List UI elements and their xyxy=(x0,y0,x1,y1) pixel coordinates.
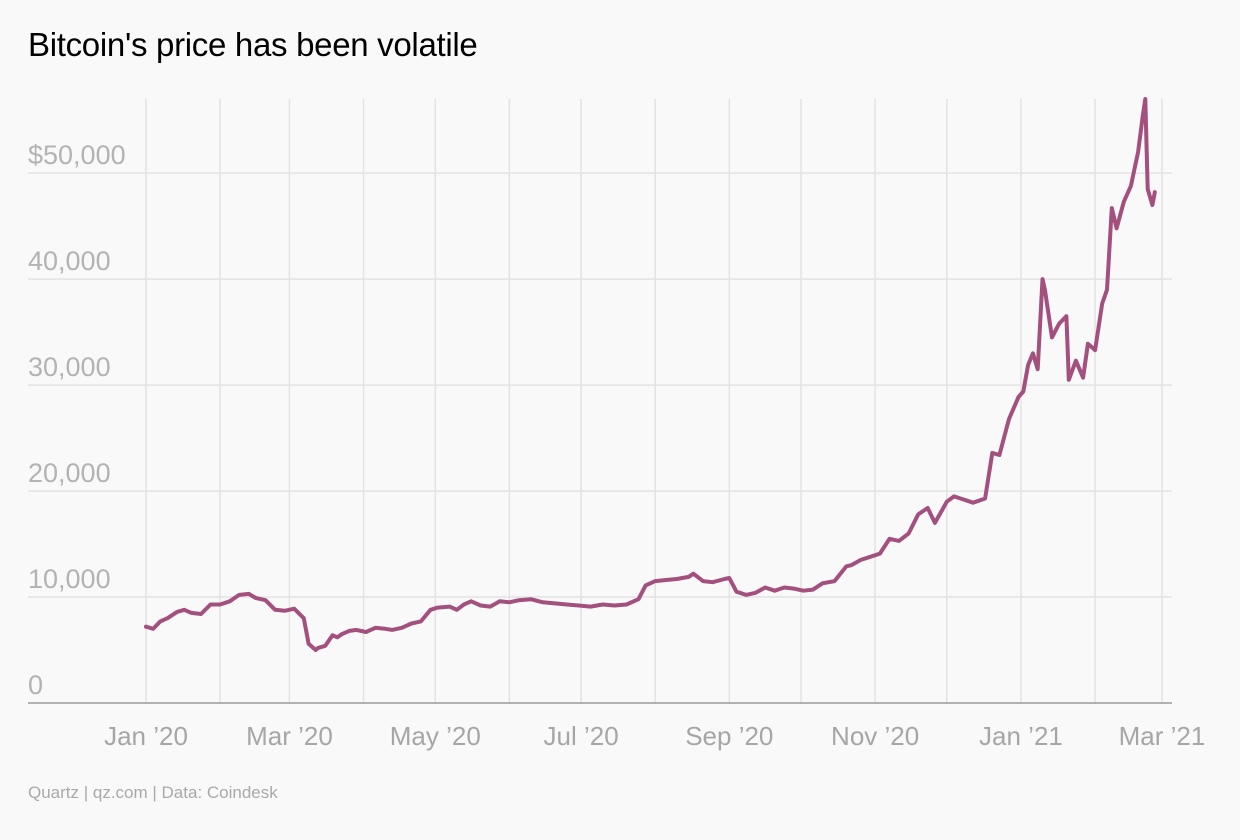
bitcoin-price-series-line xyxy=(144,97,1157,652)
y-tick-label: 0 xyxy=(28,670,43,700)
y-tick-label: $50,000 xyxy=(28,140,126,170)
chart-title: Bitcoin's price has been volatile xyxy=(28,26,478,63)
y-tick-label: 10,000 xyxy=(28,564,111,594)
x-tick-label: Jan ’21 xyxy=(979,721,1063,751)
x-tick-label: Mar ’20 xyxy=(246,721,333,751)
x-tick-label: Nov ’20 xyxy=(831,721,919,751)
y-tick-label: 20,000 xyxy=(28,458,111,488)
x-tick-label: Sep ’20 xyxy=(685,721,773,751)
x-tick-label: Mar ’21 xyxy=(1119,721,1206,751)
x-tick-label: May ’20 xyxy=(390,721,481,751)
x-tick-label: Jan ’20 xyxy=(104,721,188,751)
y-tick-label: 40,000 xyxy=(28,246,111,276)
x-tick-label: Jul ’20 xyxy=(544,721,619,751)
y-tick-label: 30,000 xyxy=(28,352,111,382)
y-gridlines xyxy=(28,172,1172,598)
source-credit: Quartz | qz.com | Data: Coindesk xyxy=(28,783,278,802)
y-tick-labels: 0 10,000 20,000 30,000 40,000 $50,000 xyxy=(28,140,126,700)
x-tick-labels: Jan ’20 Mar ’20 May ’20 Jul ’20 Sep ’20 Nov ’… xyxy=(104,721,1205,751)
